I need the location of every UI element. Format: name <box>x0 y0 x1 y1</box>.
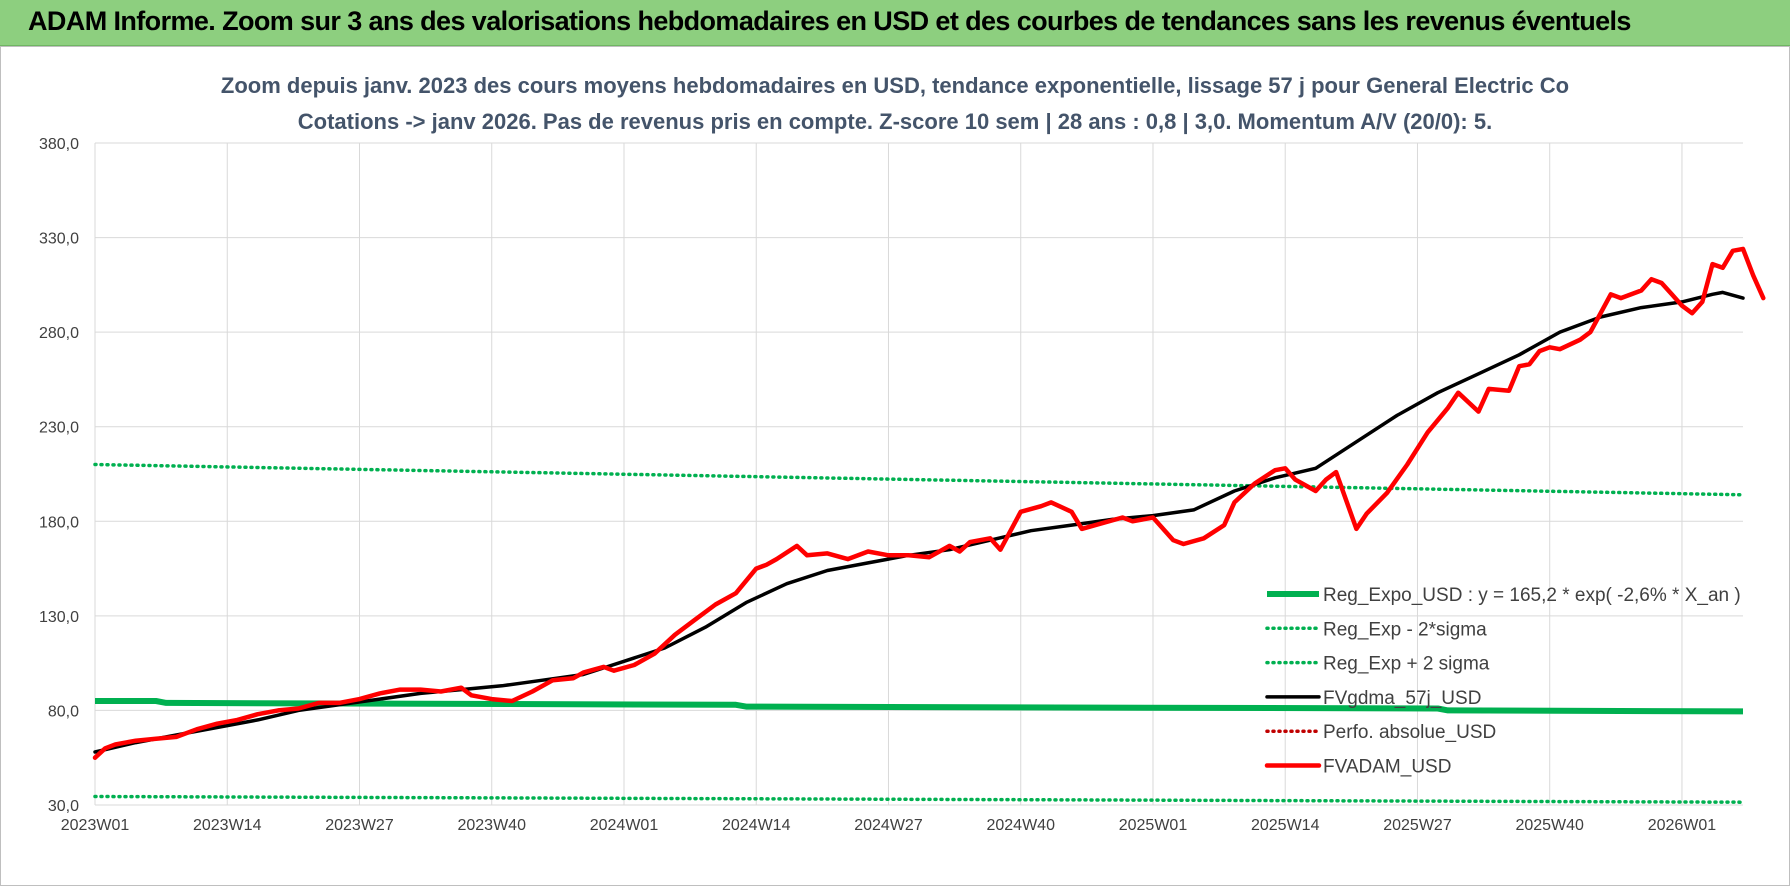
legend-label: Reg_Exp - 2*sigma <box>1323 619 1487 640</box>
x-tick-label: 2023W40 <box>457 817 526 834</box>
series-lines <box>92 246 1766 804</box>
x-tick-label: 2023W14 <box>193 817 262 834</box>
y-tick-label: 80,0 <box>48 703 79 720</box>
legend-label: FVgdma_57j_USD <box>1323 688 1481 709</box>
x-tick-label: 2025W40 <box>1515 817 1584 834</box>
y-tick-label: 380,0 <box>39 136 79 153</box>
report-title: ADAM Informe. Zoom sur 3 ans des valoris… <box>28 6 1631 36</box>
x-tick-label: 2024W27 <box>854 817 923 834</box>
x-tick-label: 2026W01 <box>1648 817 1717 834</box>
y-tick-label: 180,0 <box>39 514 79 531</box>
chart-title-line2: Cotations -> janv 2026. Pas de revenus p… <box>298 109 1492 134</box>
series-line-reg_exp <box>93 794 1745 804</box>
x-tick-label: 2025W14 <box>1251 817 1320 834</box>
x-axis-ticks: 2023W01 2023W14 2023W27 2023W40 2024W01 2024W… <box>61 817 1717 834</box>
chart-title-line1: Zoom depuis janv. 2023 des cours moyens … <box>221 73 1569 98</box>
x-tick-label: 2024W40 <box>986 817 1055 834</box>
gridlines <box>94 142 1743 806</box>
y-axis-ticks: 30,0 80,0 130,0 180,0 230,0 280,0 330,0 380,0 <box>39 136 79 815</box>
x-tick-label: 2023W01 <box>61 817 130 834</box>
y-tick-label: 130,0 <box>39 609 79 626</box>
legend-label: FVADAM_USD <box>1323 757 1451 778</box>
series-line-fvgdma_57j_usd <box>93 290 1745 754</box>
x-tick-label: 2025W27 <box>1383 817 1452 834</box>
y-tick-label: 230,0 <box>39 420 79 437</box>
x-tick-label: 2025W01 <box>1119 817 1188 834</box>
series-line-reg_exp <box>93 462 1745 497</box>
x-tick-label: 2023W27 <box>325 817 394 834</box>
series-line-reg_expo_usd <box>95 698 1744 715</box>
legend-label: Reg_Expo_USD : y = 165,2 * exp( -2,6% * … <box>1323 585 1741 606</box>
y-tick-label: 330,0 <box>39 231 79 248</box>
x-tick-label: 2024W01 <box>590 817 659 834</box>
report-banner: ADAM Informe. Zoom sur 3 ans des valoris… <box>0 0 1790 46</box>
legend-label: Perfo. absolue_USD <box>1323 722 1496 743</box>
y-tick-label: 30,0 <box>48 798 79 815</box>
y-tick-label: 280,0 <box>39 325 79 342</box>
legend: Reg_Expo_USD : y = 165,2 * exp( -2,6% * … <box>1264 585 1741 778</box>
series-line-fvadam_usd <box>92 246 1766 760</box>
legend-label: Reg_Exp + 2 sigma <box>1323 654 1490 675</box>
x-tick-label: 2024W14 <box>722 817 791 834</box>
